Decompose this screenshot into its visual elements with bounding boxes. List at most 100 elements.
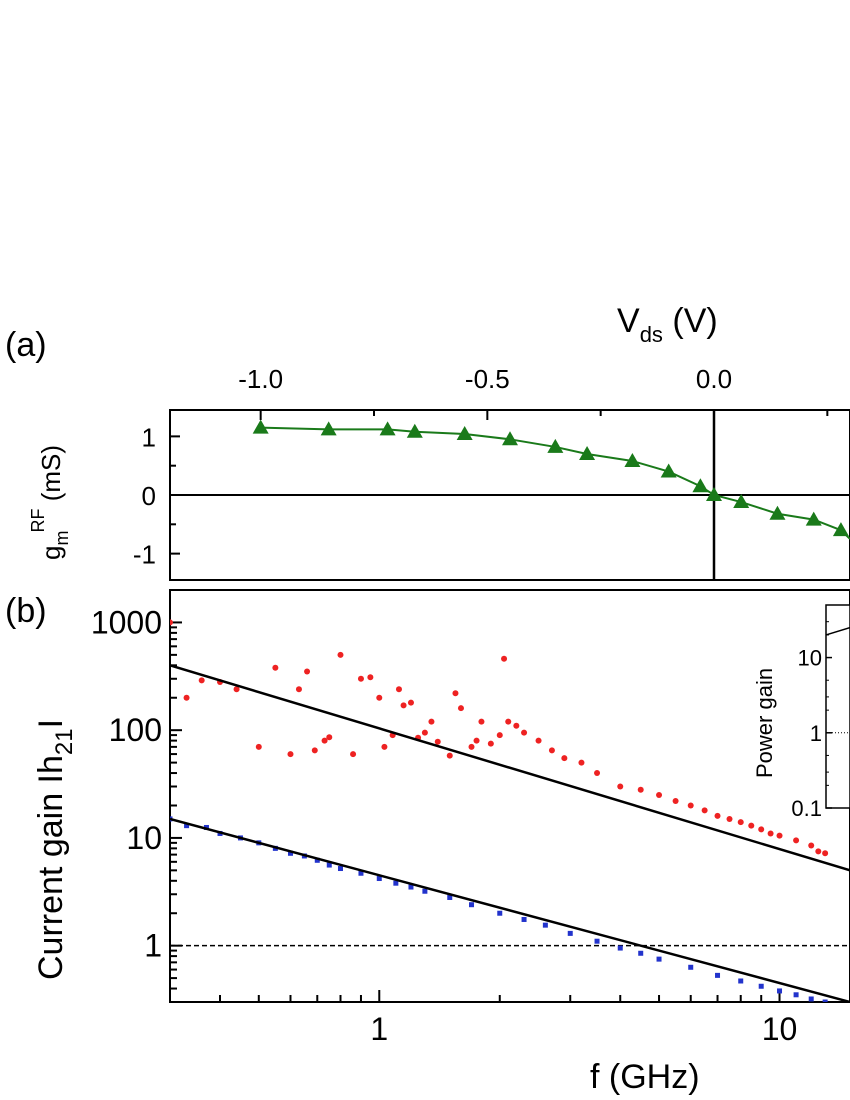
panel-a-label: (a) [5,326,47,364]
panel-b-label: (b) [5,592,47,630]
panel-b-red-data-point [808,842,815,849]
panel-b-blue-data-point [287,850,293,856]
panel-a-triangle-marker [692,478,709,493]
panel-b-red-data-point [758,826,765,833]
panel-b-red-data-point [350,751,357,758]
panel-b-blue-data-point [447,894,453,900]
panel-b-x-tick-label: 10 [762,1011,798,1047]
panel-a-triangle-marker [579,445,596,460]
inset-power-gain-line [825,626,850,636]
panel-a-triangle-marker [733,494,750,509]
panel-b-red-fit-line [170,664,850,872]
panel-b-red-data-point [822,850,829,857]
panel-b-red-data-point [726,815,733,822]
panel-a-triangle-marker [456,426,473,441]
panel-b-red-data-point [367,674,374,681]
panel-b-red-data-point [233,686,240,693]
panel-a-triangle-marker [769,505,786,520]
panel-b-x-tick-label: 1 [370,1011,388,1047]
panel-b-red-data-point [400,702,407,709]
panel-b-blue-data-point [638,950,644,956]
panel-a-y-axis-title-sub: m [52,531,72,546]
panel-a-y-tick-label: -1 [133,540,156,570]
panel-b-red-data-point [656,792,663,799]
panel-b-blue-data-point [408,884,414,890]
panel-a-triangle-marker [502,431,518,446]
panel-b-blue-data-point [688,964,694,970]
panel-b-red-data-point [421,729,428,736]
panel-b-red-data-point [357,675,364,682]
panel-b-data-area [170,619,850,1002]
panel-b-red-data-point [701,807,708,814]
panel-b-red-data-point [468,743,475,750]
panel-b-red-data-point [672,798,679,805]
panel-b-red-data-point [687,802,694,809]
panel-a-triangle-marker [547,438,564,453]
panel-b-red-data-point [287,751,294,758]
panel-a-series-line [260,426,842,532]
inset-y-tick-label: 0.1 [791,796,822,821]
panel-b-x-axis-title: f (GHz) [590,1058,700,1096]
panel-a-x-axis-title-sub: ds [640,322,663,347]
panel-b-blue-data-point [337,866,343,872]
panel-b-red-data-point [578,759,585,766]
panel-b-red-data-point [473,737,480,744]
panel-b-frame [169,589,850,1003]
panel-b-blue-data-point [422,888,428,894]
panel-a-triangle-marker [706,487,722,501]
panel-a-triangle-marker [406,423,423,438]
panel-b-blue-data-point [542,922,548,928]
panel-b-red-data-point [183,694,190,701]
panel-b-red-data-point [304,668,311,675]
inset-frame [825,604,850,809]
panel-b-red-data-point [272,664,279,671]
panel-a-triangle-marker [832,522,849,537]
panel-b-red-data-point [487,740,494,747]
panel-b-red-data-point [295,686,302,693]
panel-b-red-data-point [381,743,388,750]
panel-b-red-data-point [561,755,568,762]
inset-y-axis-title: Power gain [752,668,777,778]
panel-b-blue-data-point [184,823,190,829]
panel-b-red-data-point [548,747,555,754]
panel-b-blue-data-point [358,870,364,876]
panel-b-red-data-point [505,718,512,725]
panel-b-y-axis-title-sub: 21 [51,728,78,755]
panel-a-x-axis-title-unit: (V) [663,302,718,340]
panel-b-red-data-point [594,770,601,777]
panel-b-blue-data-point [469,902,475,908]
panel-b-red-data-point [434,738,441,745]
panel-b-blue-data-point [758,983,764,989]
panel-b-red-data-point [428,718,435,725]
panel-b-blue-data-point [314,857,320,863]
panel-a-x-axis-title: Vds (V) [617,302,718,347]
panel-b-y-tick-label: 10 [126,820,162,856]
panel-b-blue-data-point [715,972,721,978]
panel-a-x-tick-label: -0.5 [465,364,510,394]
panel-b-plot: 1 10 1000 100 10 1 [91,589,850,1047]
panel-b-red-data-point [521,729,528,736]
panel-b-red-data-point [748,822,755,829]
panel-b-blue-data-point [497,910,503,916]
inset-y-tick-label: 10 [798,646,822,671]
panel-b-blue-data-point [567,930,573,936]
panel-b-red-data-point [737,819,744,826]
panel-a-triangle-marker [252,419,269,434]
panel-b-blue-data-point [656,956,662,962]
panel-b-blue-data-point [617,945,623,951]
panel-a-y-axis-title-unit: (mS) [36,445,66,509]
panel-b-red-data-point [395,686,402,693]
panel-b-y-axis-title: Current gain Ih21I [32,719,78,980]
panel-b-y-axis-title-end: I [32,719,70,728]
panel-a-triangle-marker [320,421,337,436]
inset-y-tick-label: 1 [810,721,822,746]
panel-b-blue-data-point [376,876,382,882]
panel-b-blue-data-point [393,880,399,886]
panel-b-red-data-point [311,747,318,754]
panel-b-red-data-point [376,694,383,701]
inset-plot: 10 1 0.1 [791,604,850,821]
panel-b-red-data-point [337,651,344,658]
panel-a-y-tick-label: 1 [142,422,156,452]
panel-b-red-data-point [714,812,721,819]
